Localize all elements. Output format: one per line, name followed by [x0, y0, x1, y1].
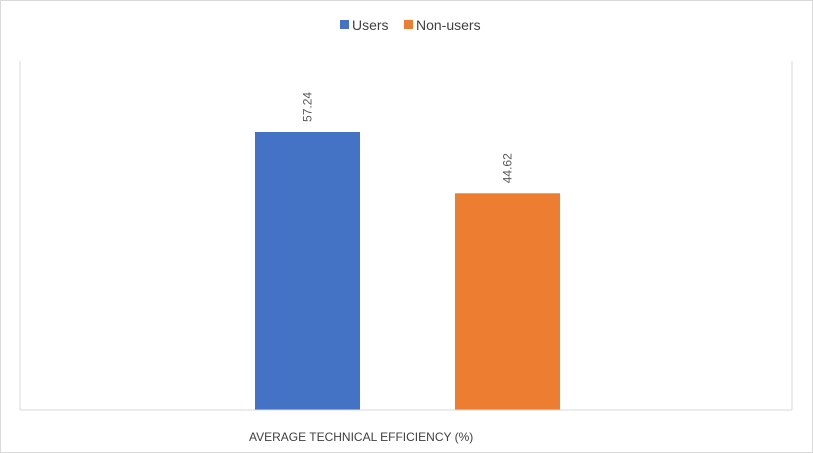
- legend-label-non-users: Non-users: [416, 17, 481, 33]
- legend: Users Non-users: [340, 17, 481, 33]
- bar-users: [255, 131, 360, 410]
- data-label-non-users: 44.62: [501, 153, 515, 183]
- bar-non-users: [455, 193, 560, 410]
- legend-swatch-users: [340, 20, 349, 29]
- data-label-users: 57.24: [301, 92, 315, 122]
- legend-item-non-users: Non-users: [404, 17, 481, 33]
- legend-swatch-non-users: [404, 20, 413, 29]
- legend-label-users: Users: [352, 17, 389, 33]
- category-label: AVERAGE TECHNICAL EFFICIENCY (%): [249, 430, 473, 444]
- legend-item-users: Users: [340, 17, 389, 33]
